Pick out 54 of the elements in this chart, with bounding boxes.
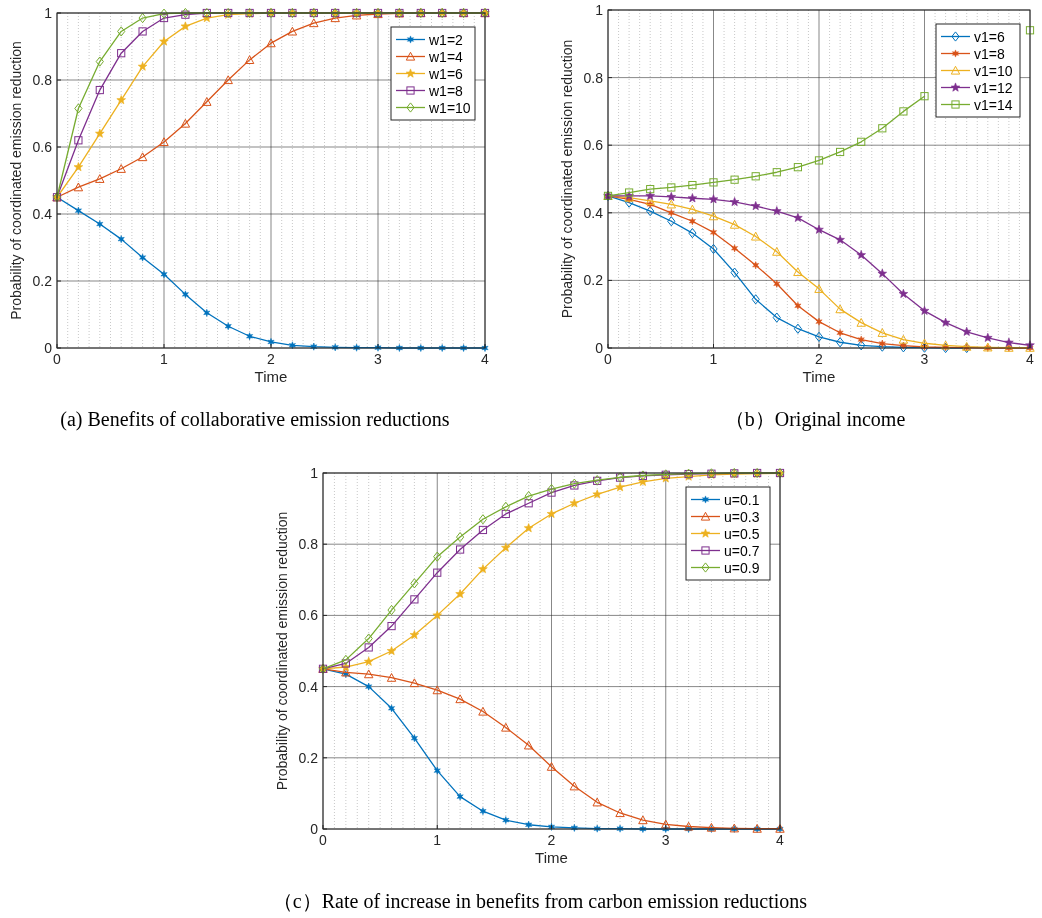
y-tick-label: 0: [44, 340, 53, 356]
legend-label: w1=4: [428, 48, 464, 65]
legend-label: u=0.9: [724, 559, 760, 576]
y-tick-label: 0.8: [32, 72, 53, 88]
y-axis-title: Probability of coordinated emission reduction: [559, 39, 575, 319]
legend-label: v1=14: [974, 96, 1013, 113]
y-tick-label: 0.4: [32, 206, 53, 222]
x-tick-label: 2: [267, 351, 276, 367]
x-tick-label: 4: [481, 351, 490, 367]
x-tick-label: 4: [1026, 351, 1035, 367]
legend-label: u=0.5: [724, 525, 760, 542]
y-axis-title: Probability of coordinated emission reduction: [8, 41, 24, 320]
legend-label: u=0.3: [724, 508, 760, 525]
x-tick-label: 2: [815, 351, 824, 367]
y-tick-label: 1: [595, 2, 604, 18]
y-tick-label: 0.8: [583, 69, 604, 86]
x-tick-label: 3: [374, 351, 383, 367]
y-tick-label: 0.4: [298, 678, 319, 695]
y-tick-label: 0.4: [583, 204, 604, 221]
legend-label: v1=8: [974, 45, 1005, 62]
y-tick-label: 0.6: [298, 607, 319, 624]
y-tick-label: 0: [310, 821, 319, 837]
y-tick-label: 0.2: [32, 273, 53, 289]
legend-label: v1=6: [974, 28, 1005, 45]
x-tick-label: 1: [433, 832, 442, 848]
legend-label: v1=10: [974, 62, 1013, 79]
y-axis-title: Probability of coordinated emission reduction: [274, 511, 290, 791]
x-tick-label: 4: [776, 832, 785, 848]
legend-label: w1=2: [428, 31, 464, 48]
y-tick-label: 0.6: [32, 139, 53, 155]
text: (a) Benefits of collaborative emission reductions: [60, 408, 450, 431]
legend-label: u=0.1: [724, 491, 760, 508]
legend-label: v1=12: [974, 79, 1013, 96]
y-tick-label: 1: [310, 465, 319, 481]
y-tick-label: 0.2: [298, 749, 319, 766]
x-tick-label: 3: [920, 351, 929, 367]
x-tick-label: 3: [661, 832, 670, 848]
y-tick-label: 0.8: [298, 536, 319, 553]
text: （b）Original income: [724, 408, 906, 431]
y-tick-label: 1: [44, 5, 53, 21]
x-axis-title: Time: [254, 368, 288, 385]
x-axis-title: Time: [535, 849, 568, 866]
text: （c）Rate of increase in benefits from carbon emission reductions: [272, 890, 808, 912]
legend-label: w1=6: [428, 65, 464, 82]
x-axis-title: Time: [802, 368, 836, 385]
x-tick-label: 1: [709, 351, 718, 367]
y-tick-label: 0.2: [583, 272, 604, 289]
legend-label: w1=8: [428, 82, 464, 99]
legend-label: u=0.7: [724, 542, 760, 559]
x-tick-label: 2: [547, 832, 556, 848]
x-tick-label: 1: [160, 351, 169, 367]
y-tick-label: 0.6: [583, 137, 604, 154]
y-tick-label: 0: [595, 340, 604, 356]
legend-label: w1=10: [428, 99, 471, 116]
